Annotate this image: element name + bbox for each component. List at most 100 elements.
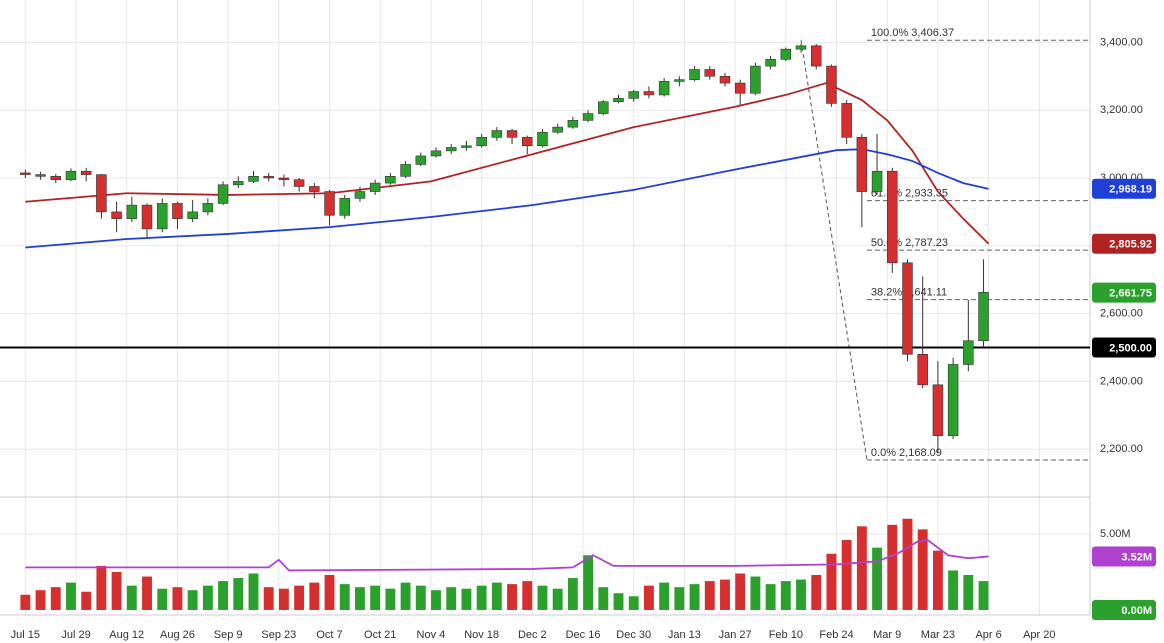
moving-average [25,82,990,245]
candle-body [20,172,31,175]
volume-bar [978,581,989,610]
x-tick-label: Apr 20 [1023,629,1055,641]
candle-body [780,48,792,60]
volume-bar [35,590,46,610]
candle-body [111,211,122,219]
volume-bar [872,547,883,610]
candle-body [476,137,487,147]
moving-average [25,148,989,249]
candle-body [734,82,746,94]
volume-bar [476,585,487,610]
price-badge [1092,233,1156,254]
volume-bar [948,570,959,610]
price-badge [1092,178,1156,199]
candle-body [263,176,274,179]
volume-bar [339,584,350,610]
x-tick-label: Oct 7 [316,629,342,641]
price-badge [1092,546,1156,567]
candle-body [887,170,898,264]
x-tick-label: Feb 24 [819,629,853,641]
fib-label: 100.0% 3,406.37 [871,27,954,39]
x-tick-label: Feb 10 [769,629,803,641]
volume-bar [233,578,244,610]
candle-body [445,147,457,152]
candle-body [598,101,609,114]
candle-body [856,137,868,192]
candle-body [278,177,290,180]
y-tick-label: 3,400.00 [1100,36,1143,48]
volume-bar [841,540,852,610]
candle-body [156,203,168,230]
candle-body [233,181,244,186]
y-tick-label: 3,200.00 [1100,104,1143,116]
price-badge-label: 3.52M [1121,551,1152,563]
x-tick-label: Sep 23 [261,629,296,641]
candle-body [795,45,807,50]
candle-body [826,65,837,104]
candle-body [80,170,92,175]
volume-bar [50,587,61,610]
candle-body [35,174,46,177]
volume-bar [583,555,594,610]
x-tick-label: Sep 9 [214,629,243,641]
x-tick-label: Jul 15 [11,629,40,641]
volume-bar [902,518,913,610]
volume-bar [20,594,31,610]
candle-body [506,130,518,138]
x-tick-label: Jul 29 [61,629,90,641]
candle-body [719,75,731,84]
candle-body [385,176,396,184]
candle-body [96,174,107,213]
x-tick-label: Dec 16 [566,629,601,641]
candle-body [871,170,883,192]
candle-body [674,79,685,82]
price-badge-label: 2,805.92 [1109,239,1152,251]
volume-bar [126,585,137,610]
candle-body [248,176,259,182]
price-badge-label: 2,661.75 [1109,288,1152,300]
volume-bar [172,587,183,610]
volume-bar [507,584,517,610]
volume-bar [324,575,335,610]
candle-body [628,91,639,99]
candle-body [461,145,472,148]
x-tick-label: Oct 21 [364,629,396,641]
volume-bar [309,582,320,610]
x-tick-label: Aug 12 [109,629,144,641]
volume-bar [370,585,381,610]
candle-body [491,130,503,138]
volume-bar [355,587,365,610]
x-tick-label: Mar 9 [873,629,901,641]
candle-body [522,137,533,147]
volume-bar [294,585,305,610]
candle-body [537,131,548,147]
candle-body [947,364,959,436]
volume-bar [491,582,502,610]
candle-body [810,45,822,67]
price-badge [1092,282,1156,303]
volume-bar [187,590,198,610]
volume-bar [963,575,974,610]
fib-label: 0.0% 2,168.09 [871,447,942,459]
volume-bar [415,585,426,610]
volume-bar [598,587,609,610]
candle-body [567,120,579,128]
x-tick-label: Dec 2 [518,629,547,641]
price-badge [1092,337,1156,358]
candle-body [613,98,624,103]
candle-body [689,69,700,80]
volume-bar [248,573,259,610]
x-tick-label: Jan 13 [668,629,701,641]
volume-bar [446,587,457,610]
volume-bar [400,582,411,610]
candle-body [369,182,381,192]
volume-bar [720,579,730,610]
volume-bar [385,588,396,610]
volume-bar [750,576,761,610]
candle-body [415,155,427,165]
candle-body [187,211,198,219]
candle-body [552,126,563,133]
price-badge-label: 2,968.19 [1109,184,1152,196]
x-tick-label: Dec 30 [616,629,651,641]
price-badge [1092,599,1156,620]
